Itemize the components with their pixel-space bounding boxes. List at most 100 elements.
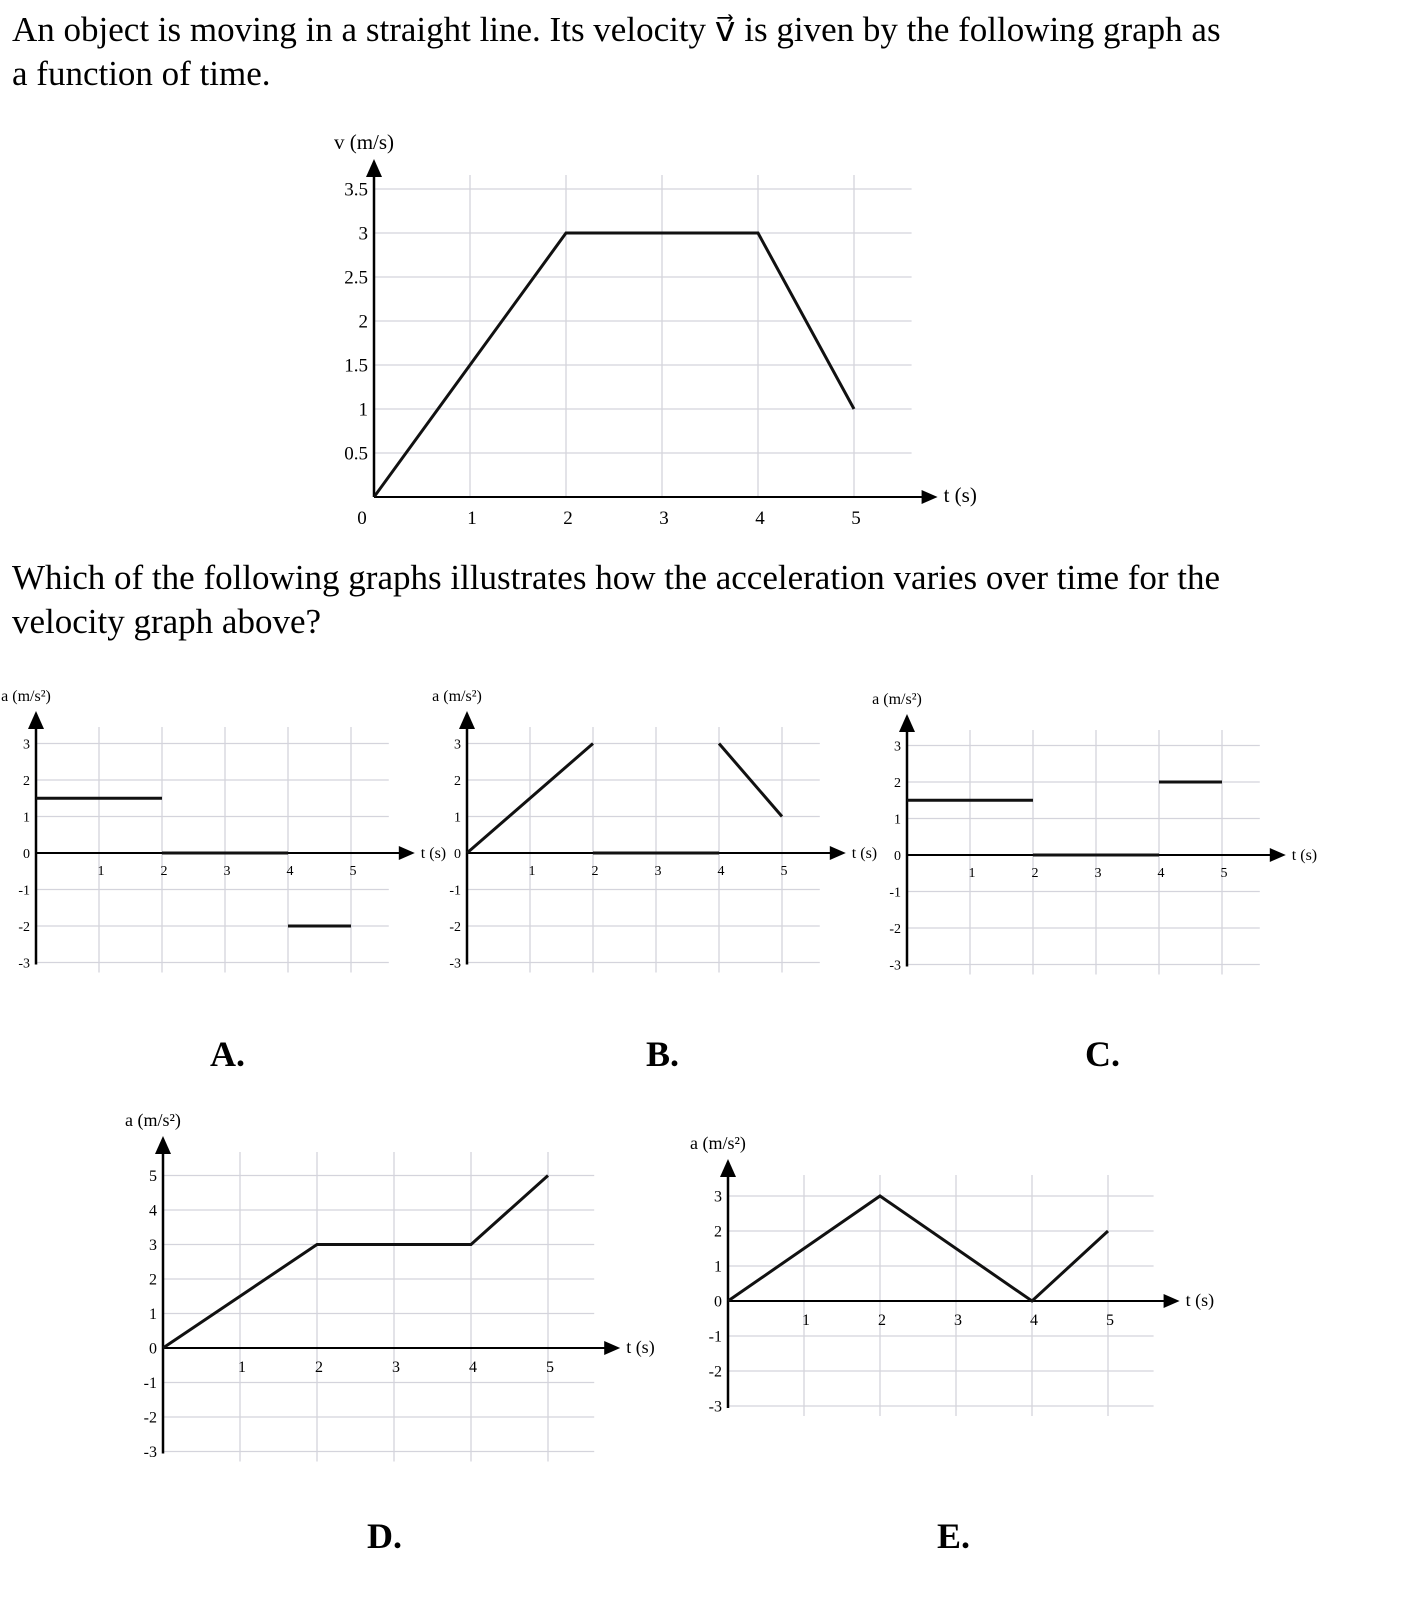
y-tick-label: 3 (359, 224, 369, 245)
y-tick-label: 3 (894, 739, 901, 754)
option-a-label[interactable]: A. (210, 1034, 245, 1074)
x-axis-arrow-icon (1163, 1294, 1180, 1308)
y-axis-label: a (m/s²) (690, 1133, 746, 1154)
x-axis-label: t (s) (626, 1337, 655, 1358)
x-tick-label: 3 (659, 508, 669, 529)
y-tick-label: 1 (359, 400, 369, 421)
option-d-label[interactable]: D. (367, 1516, 402, 1556)
chart-D: a (m/s²) t (s) 1 2 3 4 5 -3 -2 -1 0 1 2 3 4 5 (125, 1110, 655, 1462)
x-tick-label: 4 (755, 508, 765, 529)
option-c-label[interactable]: C. (1085, 1034, 1120, 1074)
y-tick-label: 0 (894, 849, 901, 864)
x-tick-label: 2 (592, 864, 599, 879)
y-tick-label: 0 (454, 847, 461, 862)
x-axis-arrow-icon (1269, 848, 1286, 862)
y-axis-arrow-icon (720, 1159, 736, 1177)
x-axis-arrow-icon (921, 490, 938, 504)
x-tick-label: 2 (315, 1359, 323, 1376)
x-axis-label: t (s) (1186, 1290, 1215, 1311)
y-axis-arrow-icon (899, 714, 915, 732)
y-tick-label: -3 (449, 956, 461, 971)
y-tick-label: 1 (23, 810, 30, 825)
y-tick-label: -2 (449, 920, 461, 935)
prompt-line-2: velocity graph above? (12, 602, 322, 641)
x-tick-label: 1 (238, 1359, 246, 1376)
x-tick-label: 0 (357, 508, 367, 529)
y-tick-label: 3.5 (344, 180, 368, 201)
y-tick-label: 2 (894, 776, 901, 791)
y-tick-label: -3 (18, 956, 30, 971)
y-tick-label: 5 (149, 1168, 157, 1185)
y-tick-label: 3 (714, 1189, 722, 1206)
option-b-label[interactable]: B. (646, 1034, 680, 1074)
y-tick-label: 2 (359, 312, 369, 333)
prompt-line-1: Which of the following graphs illustrate… (12, 558, 1221, 597)
y-tick-label: -1 (18, 883, 30, 898)
y-tick-label: -3 (889, 958, 901, 973)
question-line-1: An object is moving in a straight line. … (12, 10, 1221, 49)
x-tick-label: 4 (1030, 1312, 1038, 1329)
data-line-segment (162, 1174, 550, 1350)
x-tick-label: 4 (718, 864, 725, 879)
data-line-segment (372, 231, 856, 498)
x-tick-label: 4 (287, 864, 294, 879)
x-tick-label: 4 (469, 1359, 477, 1376)
data-line-segment (717, 742, 784, 818)
x-tick-label: 1 (969, 866, 976, 881)
y-tick-label: 1 (149, 1306, 157, 1323)
y-tick-label: 0 (23, 847, 30, 862)
chart-E: a (m/s²) t (s) 1 2 3 4 5 -3 -2 -1 0 1 2 3 (690, 1133, 1214, 1416)
y-tick-label: 2 (23, 774, 30, 789)
y-tick-label: -2 (889, 922, 901, 937)
x-tick-label: 5 (350, 864, 357, 879)
x-tick-label: 5 (1221, 866, 1228, 881)
y-tick-label: 2.5 (344, 268, 368, 289)
x-tick-label: 1 (529, 864, 536, 879)
y-tick-label: -1 (889, 885, 901, 900)
x-tick-label: 5 (781, 864, 788, 879)
y-axis-label: a (m/s²) (432, 688, 482, 705)
chart-velocity: v (m/s) t (s) 0 1 2 3 4 5 0.5 1 1.5 2 2.5 3 3.5 (334, 130, 977, 529)
x-axis-arrow-icon (604, 1341, 621, 1355)
chart-C: a (m/s²) t (s) 1 2 3 4 5 -3 -2 -1 0 1 2 3 (872, 691, 1317, 975)
x-tick-label: 3 (655, 864, 662, 879)
y-tick-label: 1 (894, 812, 901, 827)
x-tick-label: 2 (878, 1312, 886, 1329)
x-axis-label: t (s) (944, 483, 977, 507)
y-axis-arrow-icon (28, 711, 44, 729)
y-tick-label: 4 (149, 1203, 157, 1220)
data-line-segment (727, 1194, 1110, 1303)
y-tick-label: -3 (709, 1399, 722, 1416)
y-axis-label: a (m/s²) (1, 688, 51, 705)
y-tick-label: -2 (18, 920, 30, 935)
y-tick-label: -1 (709, 1329, 722, 1346)
x-tick-label: 5 (1106, 1312, 1114, 1329)
y-axis-arrow-icon (366, 159, 382, 177)
chart-A: a (m/s²) t (s) 1 2 3 4 5 -3 -2 -1 0 1 2 3 (1, 688, 446, 973)
y-tick-label: 2 (149, 1272, 157, 1289)
option-e-label[interactable]: E. (937, 1516, 971, 1556)
y-tick-label: 2 (454, 774, 461, 789)
y-axis-label: a (m/s²) (872, 691, 922, 708)
data-line-segment (466, 742, 594, 855)
x-axis-arrow-icon (829, 846, 846, 860)
y-tick-label: 1.5 (344, 356, 368, 377)
x-tick-label: 1 (802, 1312, 810, 1329)
x-axis-arrow-icon (398, 846, 415, 860)
y-tick-label: -2 (144, 1410, 157, 1427)
x-axis-label: t (s) (1292, 847, 1317, 864)
y-tick-label: 3 (149, 1237, 157, 1254)
x-tick-label: 2 (161, 864, 168, 879)
y-tick-label: 0 (149, 1341, 157, 1358)
x-tick-label: 3 (1095, 866, 1102, 881)
y-tick-label: -1 (144, 1375, 157, 1392)
y-tick-label: 1 (454, 810, 461, 825)
y-tick-label: 3 (454, 737, 461, 752)
x-tick-label: 1 (98, 864, 105, 879)
y-axis-arrow-icon (459, 711, 475, 729)
x-tick-label: 3 (392, 1359, 400, 1376)
x-tick-label: 4 (1158, 866, 1165, 881)
y-axis-label: a (m/s²) (125, 1110, 181, 1131)
x-tick-label: 1 (467, 508, 477, 529)
